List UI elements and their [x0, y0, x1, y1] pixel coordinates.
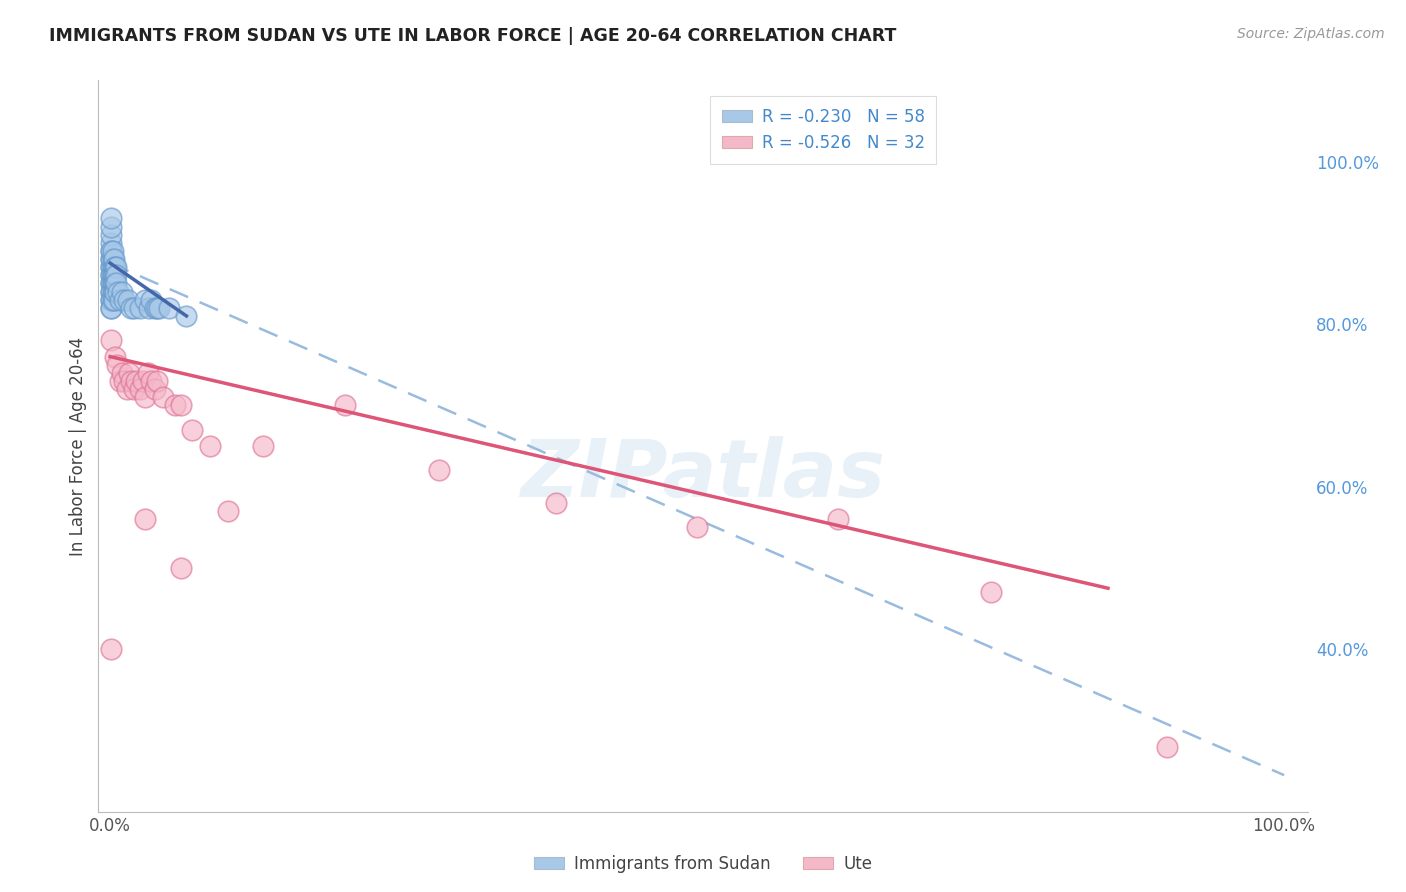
Text: Source: ZipAtlas.com: Source: ZipAtlas.com — [1237, 27, 1385, 41]
Point — [118, 366, 141, 380]
Y-axis label: In Labor Force | Age 20-64: In Labor Force | Age 20-64 — [69, 336, 87, 556]
Point — [111, 366, 134, 380]
Point — [105, 260, 128, 275]
Point — [100, 293, 122, 307]
Point — [143, 382, 166, 396]
Point — [101, 277, 124, 291]
Legend: Immigrants from Sudan, Ute: Immigrants from Sudan, Ute — [527, 848, 879, 880]
Point — [100, 252, 122, 266]
Point — [107, 285, 129, 299]
Point — [134, 512, 156, 526]
Point — [138, 301, 160, 315]
Point — [125, 374, 148, 388]
Point — [100, 244, 122, 258]
Point — [101, 277, 124, 291]
Point — [100, 268, 122, 283]
Point — [103, 293, 125, 307]
Point — [101, 268, 124, 283]
Point — [103, 285, 125, 299]
Point — [122, 301, 145, 315]
Point — [100, 260, 122, 275]
Point — [100, 301, 122, 315]
Point — [134, 390, 156, 404]
Point — [100, 642, 122, 657]
Point — [198, 439, 221, 453]
Text: IMMIGRANTS FROM SUDAN VS UTE IN LABOR FORCE | AGE 20-64 CORRELATION CHART: IMMIGRANTS FROM SUDAN VS UTE IN LABOR FO… — [49, 27, 897, 45]
Point — [101, 244, 124, 258]
Point — [176, 309, 198, 323]
Point — [1156, 739, 1178, 754]
Point — [252, 439, 274, 453]
Point — [100, 293, 122, 307]
Point — [163, 398, 186, 412]
Point — [141, 293, 163, 307]
Point — [100, 285, 122, 299]
Point — [100, 244, 122, 258]
Point — [101, 285, 124, 299]
Point — [103, 252, 125, 266]
Point — [333, 398, 356, 412]
Point — [152, 390, 174, 404]
Point — [128, 301, 150, 315]
Point — [100, 252, 122, 266]
Point — [136, 366, 159, 380]
Point — [146, 374, 169, 388]
Point — [103, 268, 125, 283]
Point — [143, 301, 166, 315]
Point — [157, 301, 180, 315]
Point — [105, 358, 128, 372]
Point — [105, 268, 128, 283]
Point — [100, 268, 122, 283]
Point — [122, 382, 145, 396]
Point — [101, 252, 124, 266]
Point — [100, 277, 122, 291]
Point — [146, 301, 169, 315]
Point — [104, 285, 127, 299]
Point — [104, 260, 127, 275]
Point — [101, 268, 124, 283]
Point — [141, 374, 163, 388]
Text: ZIPatlas: ZIPatlas — [520, 436, 886, 515]
Point — [128, 382, 150, 396]
Point — [100, 260, 122, 275]
Point — [427, 463, 450, 477]
Point — [108, 374, 131, 388]
Point — [100, 277, 122, 291]
Point — [100, 211, 122, 226]
Point — [134, 293, 156, 307]
Point — [546, 496, 568, 510]
Point — [120, 374, 142, 388]
Point — [105, 277, 128, 291]
Point — [117, 293, 139, 307]
Point — [148, 301, 170, 315]
Point — [686, 520, 709, 534]
Point — [104, 277, 127, 291]
Point — [169, 561, 191, 575]
Point — [111, 285, 134, 299]
Point — [101, 260, 124, 275]
Point — [104, 268, 127, 283]
Point — [101, 293, 124, 307]
Point — [104, 350, 127, 364]
Point — [112, 374, 135, 388]
Point — [100, 301, 122, 315]
Point — [100, 219, 122, 234]
Point — [827, 512, 849, 526]
Point — [181, 423, 204, 437]
Point — [112, 293, 135, 307]
Point — [100, 334, 122, 348]
Point — [100, 285, 122, 299]
Legend: R = -0.230   N = 58, R = -0.526   N = 32: R = -0.230 N = 58, R = -0.526 N = 32 — [710, 96, 936, 163]
Point — [132, 374, 155, 388]
Point — [100, 227, 122, 242]
Point — [108, 293, 131, 307]
Point — [980, 585, 1002, 599]
Point — [100, 235, 122, 250]
Point — [115, 382, 138, 396]
Point — [217, 504, 239, 518]
Point — [103, 260, 125, 275]
Point — [120, 301, 142, 315]
Point — [169, 398, 191, 412]
Point — [103, 277, 125, 291]
